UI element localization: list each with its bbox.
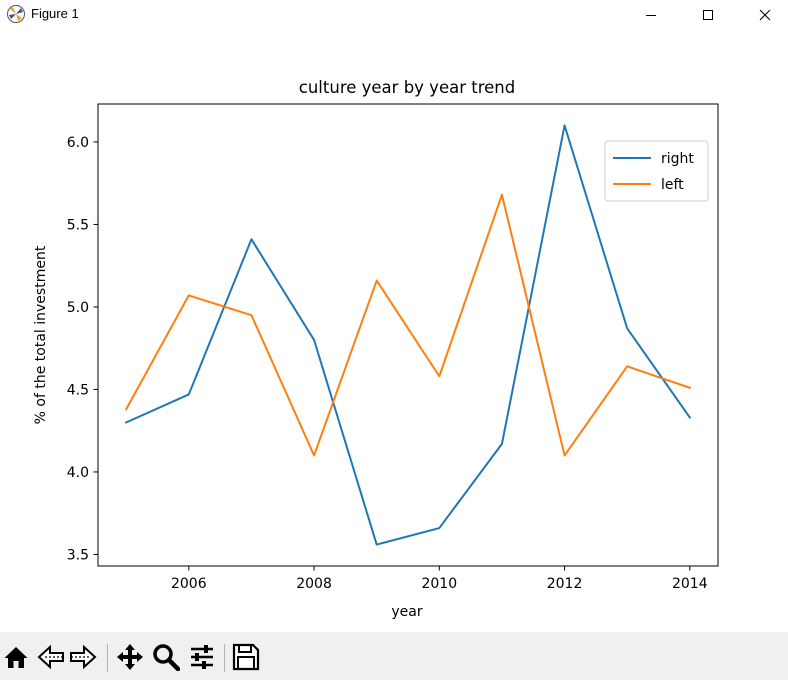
x-tick-label: 2012 [547,576,583,592]
home-icon [4,647,28,668]
forward-arrow-icon [70,644,97,670]
maximize-button[interactable] [685,0,731,30]
x-tick-label: 2006 [171,576,207,592]
series-line-left [124,193,692,457]
zoom-icon [153,644,180,671]
back-arrow-icon [37,644,64,670]
minimize-button[interactable] [628,0,674,30]
figure-canvas[interactable]: culture year by year trend 2006 2008 2010 2… [0,30,788,632]
legend-label-left: left [661,177,684,193]
close-icon [759,9,771,21]
home-button[interactable] [1,642,31,672]
save-button[interactable] [231,642,261,672]
x-tick-label: 2014 [672,576,708,592]
x-axis-label: year [391,604,422,620]
y-tick-label: 3.5 [67,547,89,563]
minimize-icon [646,15,656,16]
x-tick-label: 2008 [296,576,332,592]
close-button[interactable] [742,0,788,30]
pan-button[interactable] [115,642,145,672]
configure-subplots-button[interactable] [187,642,217,672]
move-icon [117,644,143,670]
zoom-button[interactable] [151,642,181,672]
y-tick-label: 5.5 [67,217,89,233]
matplotlib-logo-icon [7,5,25,23]
y-tick-label: 4.5 [67,382,89,398]
toolbar-separator [107,644,108,672]
legend: right left [604,140,709,202]
legend-label-right: right [661,151,694,167]
toolbar-separator [224,644,225,672]
y-tick-label: 4.0 [67,465,89,481]
save-icon [232,643,260,671]
y-axis-label: % of the total investment [33,245,49,424]
maximize-icon [703,10,713,20]
chart-title: culture year by year trend [299,78,515,97]
back-button[interactable] [36,642,66,672]
window-title: Figure 1 [31,6,79,21]
x-tick-label: 2010 [421,576,457,592]
navigation-toolbar [0,632,788,680]
axes-frame [97,103,719,567]
y-tick-label: 6.0 [67,135,89,151]
window-titlebar: Figure 1 [0,0,788,30]
forward-button[interactable] [68,642,98,672]
y-tick-label: 5.0 [67,300,89,316]
line-chart: culture year by year trend 2006 2008 2010 2… [33,78,719,620]
series-line-right [124,124,692,546]
sliders-icon [191,645,213,669]
legend-frame [604,140,709,202]
